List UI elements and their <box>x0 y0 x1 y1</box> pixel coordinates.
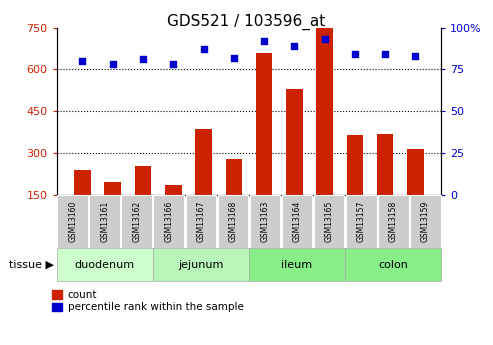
Text: GSM13165: GSM13165 <box>324 201 334 242</box>
Bar <box>346 195 377 248</box>
Text: GSM13168: GSM13168 <box>228 201 238 242</box>
Text: colon: colon <box>378 260 408 270</box>
Bar <box>121 195 152 248</box>
Point <box>412 53 420 59</box>
Bar <box>345 248 441 281</box>
Bar <box>217 195 248 248</box>
Point <box>109 62 117 67</box>
Bar <box>153 248 249 281</box>
Bar <box>165 185 181 195</box>
Text: jejunum: jejunum <box>178 260 224 270</box>
Text: GSM13167: GSM13167 <box>196 201 206 242</box>
Text: duodenum: duodenum <box>75 260 135 270</box>
Point <box>78 58 86 64</box>
Point <box>260 38 268 44</box>
Legend: count, percentile rank within the sample: count, percentile rank within the sample <box>52 290 244 313</box>
Bar <box>74 170 91 195</box>
Bar <box>314 195 345 248</box>
Text: ileum: ileum <box>282 260 313 270</box>
Bar <box>282 195 313 248</box>
Point <box>290 43 298 49</box>
Text: GSM13162: GSM13162 <box>132 201 141 242</box>
Bar <box>89 195 120 248</box>
Point <box>170 62 177 67</box>
Text: GSM13161: GSM13161 <box>100 201 109 242</box>
Bar <box>286 89 303 195</box>
Bar <box>249 195 281 248</box>
Point <box>230 55 238 60</box>
Bar <box>347 135 363 195</box>
Text: GSM13157: GSM13157 <box>356 201 366 242</box>
Text: tissue ▶: tissue ▶ <box>9 260 54 270</box>
Text: GSM13163: GSM13163 <box>260 201 270 242</box>
Bar <box>105 183 121 195</box>
Bar <box>249 248 345 281</box>
Bar <box>317 28 333 195</box>
Bar <box>57 248 153 281</box>
Bar <box>135 166 151 195</box>
Text: GDS521 / 103596_at: GDS521 / 103596_at <box>168 14 325 30</box>
Text: GSM13166: GSM13166 <box>164 201 174 242</box>
Point <box>351 52 359 57</box>
Text: GSM13159: GSM13159 <box>421 201 430 242</box>
Bar <box>225 159 242 195</box>
Point <box>139 57 147 62</box>
Bar <box>256 53 273 195</box>
Bar <box>153 195 184 248</box>
Bar <box>377 134 393 195</box>
Point <box>381 52 389 57</box>
Text: GSM13164: GSM13164 <box>292 201 302 242</box>
Bar <box>378 195 409 248</box>
Point <box>320 37 328 42</box>
Bar <box>57 195 88 248</box>
Bar <box>185 195 216 248</box>
Text: GSM13160: GSM13160 <box>68 201 77 242</box>
Bar <box>195 129 212 195</box>
Text: GSM13158: GSM13158 <box>388 201 398 242</box>
Bar <box>410 195 441 248</box>
Bar <box>407 149 424 195</box>
Point <box>200 47 208 52</box>
